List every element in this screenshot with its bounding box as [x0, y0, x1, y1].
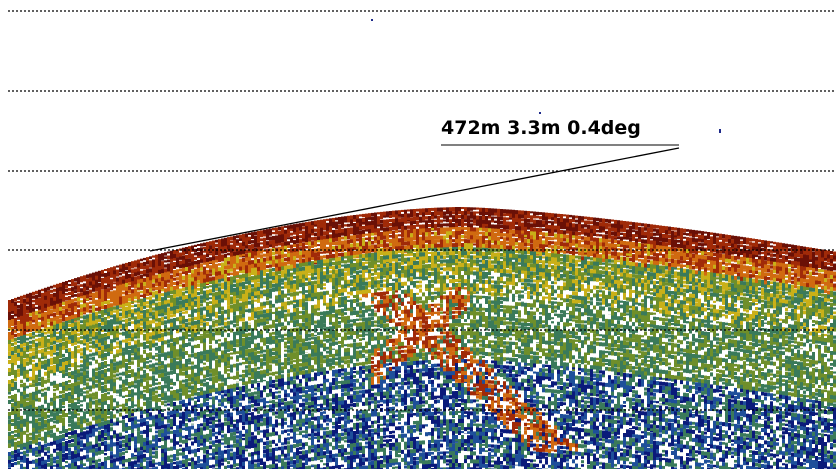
water-column-specks	[371, 19, 721, 133]
depth-grid-lines	[8, 10, 836, 411]
measurement-readout: 472m 3.3m 0.4deg	[441, 117, 641, 139]
measurement-line[interactable]	[149, 147, 680, 252]
seabed-echo-layer	[8, 207, 836, 469]
